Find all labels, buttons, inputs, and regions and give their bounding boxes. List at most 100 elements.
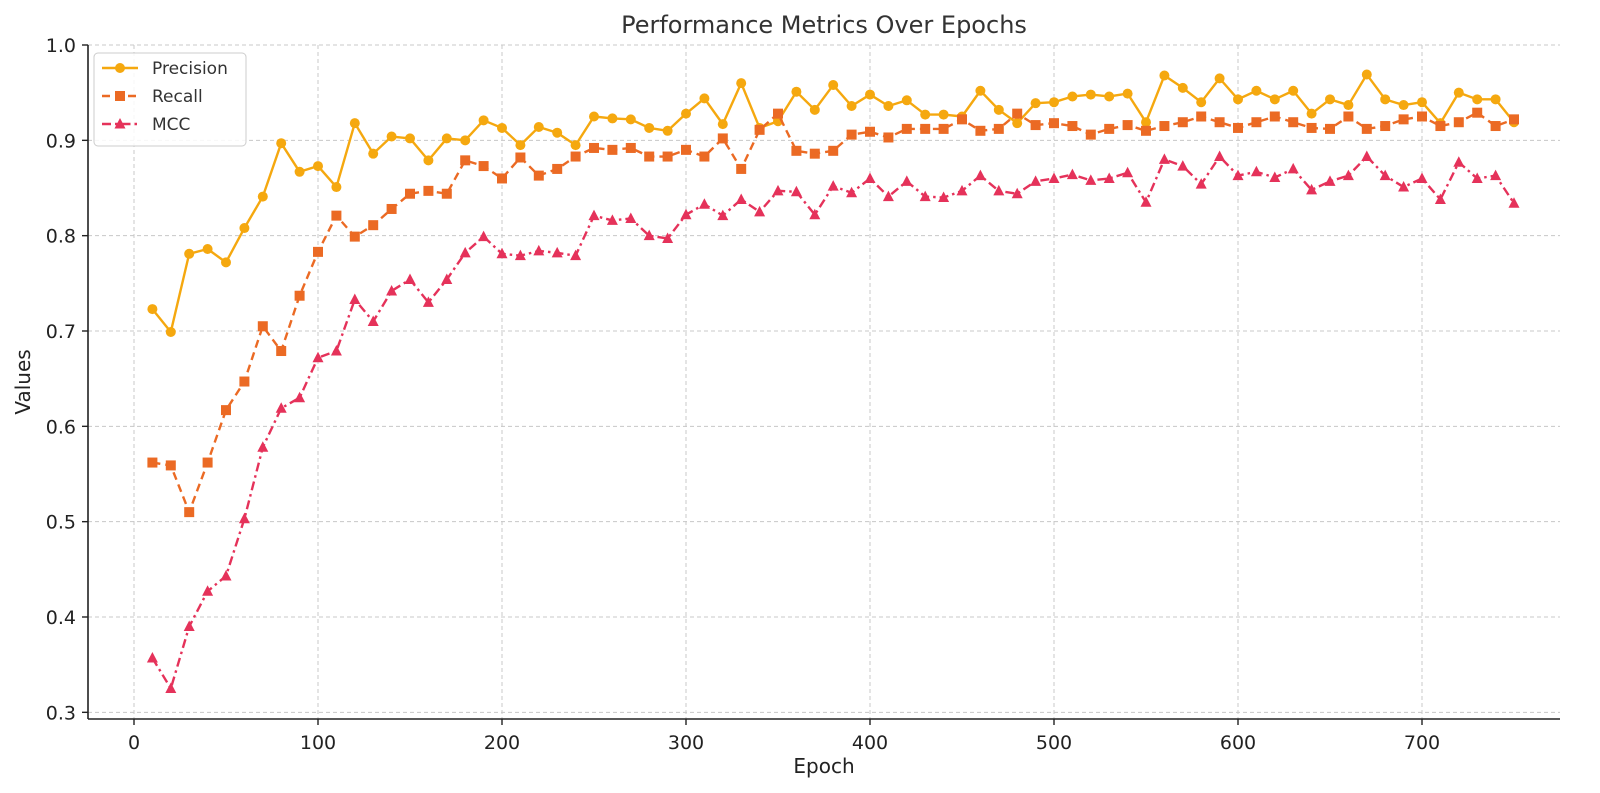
- mcc-point: [919, 190, 931, 202]
- recall-point: [1159, 121, 1170, 132]
- precision-point: [644, 122, 655, 133]
- mcc-point: [790, 185, 802, 197]
- mcc-point: [294, 391, 306, 403]
- precision-point: [1141, 117, 1151, 128]
- recall-point: [1085, 129, 1096, 140]
- mcc-point: [1490, 169, 1502, 181]
- recall-point: [478, 161, 489, 172]
- recall-point: [1012, 108, 1023, 119]
- recall-point: [497, 173, 507, 184]
- mcc-point: [220, 570, 232, 581]
- precision-point: [1049, 97, 1059, 108]
- x-tick-label: 400: [852, 732, 888, 754]
- legend-box: [93, 52, 247, 147]
- mcc-point: [1342, 169, 1354, 181]
- x-tick-label: 0: [128, 732, 140, 754]
- precision-point: [1159, 70, 1170, 81]
- recall-point: [1288, 117, 1299, 128]
- recall-point: [202, 457, 213, 468]
- series: [146, 69, 1520, 693]
- mcc-point: [901, 175, 913, 186]
- precision-point: [1196, 97, 1207, 108]
- precision-point: [1453, 87, 1464, 98]
- precision-point: [1306, 108, 1317, 119]
- mcc-point: [496, 247, 508, 259]
- mcc-point: [662, 232, 674, 244]
- precision-point: [1490, 94, 1501, 105]
- chart-title: Performance Metrics Over Epochs: [621, 11, 1027, 39]
- mcc-point: [1140, 196, 1152, 207]
- mcc-point: [956, 184, 968, 196]
- recall-point: [993, 123, 1004, 134]
- mcc-point: [514, 249, 526, 261]
- recall-point: [184, 507, 195, 518]
- mcc-point: [1324, 175, 1336, 186]
- recall-point: [257, 321, 268, 332]
- mcc-point: [1103, 172, 1115, 183]
- precision-point: [828, 80, 839, 91]
- precision-point: [1325, 94, 1335, 105]
- mcc-point: [551, 246, 563, 258]
- precision-point: [1067, 91, 1078, 102]
- mcc-point: [735, 193, 747, 204]
- recall-point: [386, 203, 397, 214]
- recall-point: [1490, 121, 1501, 132]
- recall-point: [773, 108, 783, 119]
- y-tick-label: 0.3: [46, 702, 76, 724]
- recall-point: [883, 132, 894, 143]
- mcc-point: [974, 169, 986, 181]
- mcc-point: [1471, 172, 1483, 183]
- mcc-point: [1379, 169, 1391, 181]
- precision-point: [294, 166, 305, 177]
- ticks: 0 100 200 300 400 500 600 700 0.3 0.4 0.5 0.6 0.7 0.8…: [46, 35, 1440, 754]
- mcc-point: [349, 293, 361, 305]
- recall-point: [368, 220, 379, 231]
- precision-point: [607, 113, 618, 124]
- precision-point: [276, 138, 287, 149]
- mcc-point: [754, 205, 766, 217]
- recall-point: [294, 290, 305, 301]
- precision-point: [570, 140, 581, 151]
- mcc-point: [864, 172, 876, 183]
- precision-point: [901, 95, 912, 106]
- mcc-point: [146, 651, 158, 663]
- precision-point: [791, 86, 802, 97]
- recall-point: [1141, 125, 1151, 136]
- mcc-series: [146, 150, 1520, 693]
- precision-point: [515, 140, 526, 151]
- precision-point: [1122, 88, 1133, 99]
- precision-point: [552, 127, 563, 138]
- y-tick-label: 0.9: [46, 130, 76, 152]
- recall-point: [625, 142, 636, 153]
- recall-point: [699, 151, 710, 162]
- precision-series: [147, 69, 1519, 337]
- precision-point: [681, 108, 691, 119]
- mcc-point: [312, 351, 324, 363]
- legend-label-mcc: MCC: [152, 115, 190, 135]
- precision-point: [589, 111, 599, 122]
- y-tick-label: 0.6: [46, 416, 76, 438]
- mcc-point: [533, 244, 545, 256]
- precision-point: [883, 101, 894, 112]
- mcc-point: [238, 512, 250, 524]
- mcc-point: [846, 186, 858, 198]
- recall-point: [221, 405, 231, 416]
- recall-point: [920, 123, 931, 134]
- recall-point: [1104, 123, 1115, 134]
- recall-point: [1233, 122, 1243, 133]
- recall-point: [276, 346, 287, 357]
- recall-point: [901, 123, 912, 134]
- recall-point: [681, 144, 691, 155]
- mcc-point: [1195, 178, 1207, 189]
- precision-point: [405, 133, 415, 144]
- precision-point: [386, 131, 397, 142]
- x-tick-label: 100: [300, 732, 336, 754]
- legend-precision-point: [115, 63, 125, 73]
- recall-point: [938, 123, 949, 134]
- y-axis-title: Values: [11, 349, 35, 414]
- x-tick-label: 300: [668, 732, 704, 754]
- precision-point: [1398, 100, 1409, 111]
- precision-point: [809, 104, 820, 115]
- legend-mcc-point: [114, 118, 126, 129]
